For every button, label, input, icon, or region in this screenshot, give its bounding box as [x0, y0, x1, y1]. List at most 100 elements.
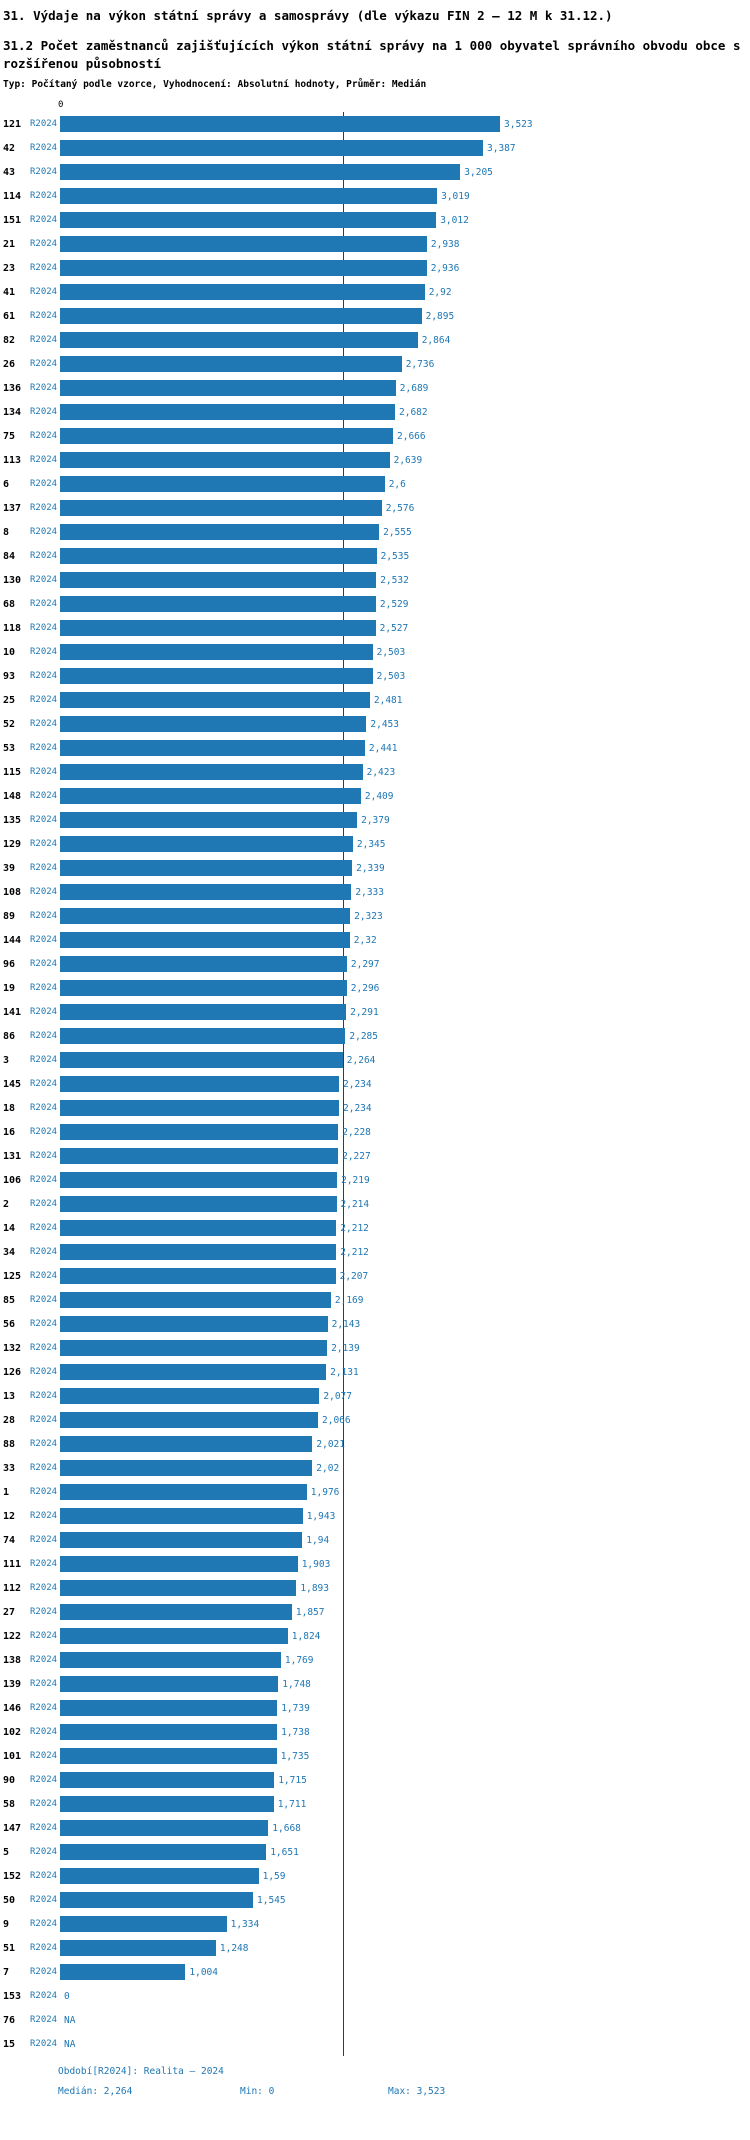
bar-value-label: 1,248	[219, 1942, 249, 1954]
bar-row: 118 R2024 2,527	[0, 616, 750, 640]
row-id-label: 13	[3, 1390, 16, 1402]
bar-value-label: 2,535	[380, 550, 410, 562]
bar-track: 2,938	[60, 236, 750, 253]
bar	[60, 1148, 339, 1165]
bar	[60, 1124, 339, 1141]
row-series-label: R2024	[30, 1823, 58, 1834]
bar-row: 28 R2024 2,066	[0, 1408, 750, 1432]
bar-value-label: 1,748	[282, 1678, 311, 1690]
row-series-label: R2024	[30, 1319, 58, 1330]
row-series-label: R2024	[30, 839, 58, 850]
bar	[60, 1460, 313, 1477]
row-id-label: 8	[3, 526, 10, 538]
bar	[60, 1508, 303, 1525]
bar	[60, 476, 385, 493]
bar	[60, 1916, 227, 1933]
bar	[60, 980, 347, 997]
row-series-label: R2024	[30, 335, 58, 346]
row-id-label: 114	[3, 190, 22, 202]
row-id-label: 89	[3, 910, 16, 922]
bar-row: 111 R2024 1,903	[0, 1552, 750, 1576]
bar-track: 2,6	[60, 476, 750, 493]
row-id-label: 93	[3, 670, 16, 682]
bar-value-label: 1,651	[270, 1846, 299, 1858]
row-series-label: R2024	[30, 791, 58, 802]
row-series-label: R2024	[30, 1415, 58, 1426]
row-id-label: 50	[3, 1894, 16, 1906]
row-id-label: 2	[3, 1198, 10, 1210]
bar	[60, 572, 377, 589]
row-series-label: R2024	[30, 1991, 58, 2002]
row-id-label: 3	[3, 1054, 10, 1066]
row-series-label: R2024	[30, 1271, 58, 1282]
bar-value-label: 2,227	[342, 1150, 371, 1162]
bar-value-label: 2,938	[430, 238, 460, 250]
bar-track: 1,748	[60, 1676, 750, 1693]
bar	[60, 1892, 253, 1909]
row-id-label: 14	[3, 1222, 16, 1234]
bar-value-label: 2,02	[316, 1462, 340, 1474]
bar-track: 2,333	[60, 884, 750, 901]
row-id-label: 18	[3, 1102, 16, 1114]
bar-row: 82 R2024 2,864	[0, 328, 750, 352]
bar-value-label: 1,903	[301, 1558, 331, 1570]
row-id-label: 151	[3, 214, 22, 226]
bar-row: 13 R2024 2,077	[0, 1384, 750, 1408]
row-id-label: 61	[3, 310, 16, 322]
bar-value-label: 1,004	[189, 1966, 218, 1978]
row-id-label: 135	[3, 814, 22, 826]
bar-track: 2,689	[60, 380, 750, 397]
row-series-label: R2024	[30, 599, 58, 610]
bar-value-label: NA	[64, 2038, 76, 2050]
bar-value-label: 2,92	[428, 286, 452, 298]
bar-value-label: 1,94	[306, 1534, 330, 1546]
row-id-label: 19	[3, 982, 16, 994]
bar-value-label: 2,066	[322, 1414, 351, 1426]
bar-row: 52 R2024 2,453	[0, 712, 750, 736]
bar-row: 132 R2024 2,139	[0, 1336, 750, 1360]
bar-track: 2,532	[60, 572, 750, 589]
bar-value-label: 2,219	[341, 1174, 370, 1186]
bar	[60, 956, 347, 973]
bar	[60, 1388, 320, 1405]
bar	[60, 1436, 313, 1453]
row-series-label: R2024	[30, 935, 58, 946]
bar-row: 9 R2024 1,334	[0, 1912, 750, 1936]
row-id-label: 134	[3, 406, 22, 418]
bar-track: 1,824	[60, 1628, 750, 1645]
row-series-label: R2024	[30, 575, 58, 586]
bar-track: 3,205	[60, 164, 750, 181]
bar-track: 1,976	[60, 1484, 750, 1501]
bar-track: NA	[60, 2036, 750, 2052]
row-id-label: 118	[3, 622, 22, 634]
row-id-label: 131	[3, 1150, 22, 1162]
row-series-label: R2024	[30, 1391, 58, 1402]
bar-track: 1,769	[60, 1652, 750, 1669]
row-series-label: R2024	[30, 695, 58, 706]
row-series-label: R2024	[30, 1535, 58, 1546]
bar	[60, 932, 350, 949]
bar-track: 1,893	[60, 1580, 750, 1597]
bar	[60, 764, 363, 781]
bar-row: 89 R2024 2,323	[0, 904, 750, 928]
row-id-label: 132	[3, 1342, 22, 1354]
row-series-label: R2024	[30, 863, 58, 874]
bar-row: 144 R2024 2,32	[0, 928, 750, 952]
bar-track: 2,264	[60, 1052, 750, 1069]
row-series-label: R2024	[30, 2039, 58, 2050]
row-series-label: R2024	[30, 431, 58, 442]
bar-value-label: 2,214	[340, 1198, 370, 1210]
bar-track: 2,503	[60, 668, 750, 685]
row-series-label: R2024	[30, 1727, 58, 1738]
row-id-label: 1	[3, 1486, 10, 1498]
bar-row: 18 R2024 2,234	[0, 1096, 750, 1120]
bar	[60, 332, 418, 349]
chart-title: 31. Výdaje na výkon státní správy a samo…	[3, 8, 613, 23]
bar-value-label: 2,143	[331, 1318, 361, 1330]
bar-row: 21 R2024 2,938	[0, 232, 750, 256]
bar	[60, 1844, 267, 1861]
bar-value-label: 2,864	[421, 334, 451, 346]
row-series-label: R2024	[30, 1775, 58, 1786]
bar-row: 137 R2024 2,576	[0, 496, 750, 520]
row-id-label: 90	[3, 1774, 16, 1786]
